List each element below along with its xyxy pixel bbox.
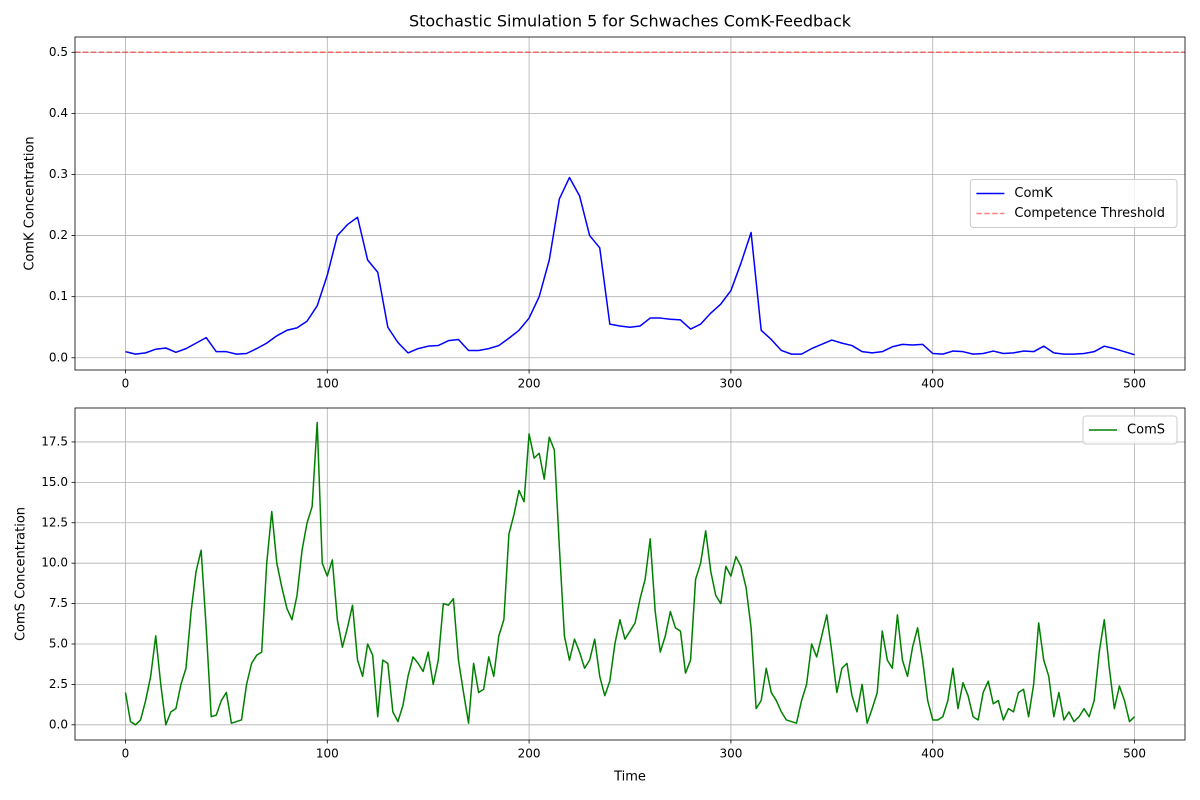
y-tick-label: 5.0 [49, 636, 68, 650]
legend-label: ComK [1014, 186, 1053, 201]
x-tick-label: 100 [316, 377, 339, 391]
legend-label: ComS [1127, 423, 1165, 438]
x-tick-label: 0 [122, 377, 130, 391]
y-axis-label: ComS Concentration [14, 507, 29, 641]
y-tick-label: 0.0 [49, 350, 68, 364]
x-tick-label: 100 [316, 747, 339, 761]
x-tick-label: 400 [921, 747, 944, 761]
legend-box [969, 179, 1178, 228]
legend: ComK Competence Threshold [969, 179, 1178, 228]
y-axis-label: ComK Concentration [23, 136, 38, 270]
y-tick-label: 0.3 [49, 167, 68, 181]
y-tick-label: 2.5 [49, 677, 68, 691]
y-tick-label: 0.4 [49, 106, 68, 120]
data-line [125, 176, 1135, 356]
legend-label: Competence Threshold [1014, 206, 1165, 221]
axes-frame [74, 407, 1186, 741]
x-axis-label: Time [613, 770, 646, 785]
x-tick-label: 400 [921, 377, 944, 391]
x-tick-label: 500 [1123, 377, 1146, 391]
data-line [124, 421, 1136, 726]
chart-title: Stochastic Simulation 5 for Schwaches Co… [409, 12, 852, 31]
x-tick-label: 300 [719, 747, 742, 761]
y-tick-label: 7.5 [49, 596, 68, 610]
x-tick-label: 200 [518, 377, 541, 391]
y-tick-label: 0.1 [49, 289, 68, 303]
y-tick-label: 17.5 [41, 434, 68, 448]
legend: ComS [1082, 415, 1178, 445]
x-tick-label: 0 [122, 747, 130, 761]
y-tick-label: 15.0 [41, 475, 68, 489]
y-tick-label: 10.0 [41, 556, 68, 570]
y-tick-label: 12.5 [41, 515, 68, 529]
y-tick-label: 0.0 [49, 717, 68, 731]
x-tick-label: 300 [719, 377, 742, 391]
y-tick-label: 0.5 [49, 45, 68, 59]
legend-box [1082, 415, 1178, 445]
x-tick-label: 200 [518, 747, 541, 761]
y-tick-label: 0.2 [49, 228, 68, 242]
x-tick-label: 500 [1123, 747, 1146, 761]
axes-frame [74, 36, 1186, 371]
